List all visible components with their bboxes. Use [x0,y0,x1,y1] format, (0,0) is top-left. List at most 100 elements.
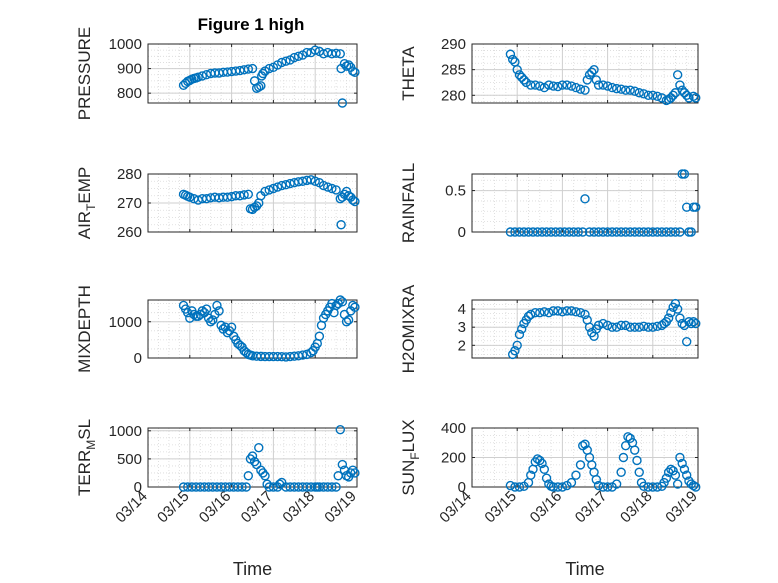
data-point [517,324,527,334]
data-point [584,322,595,332]
data-point [571,307,581,317]
x-tick-label: 03/15 [481,488,520,527]
data-point [566,306,577,316]
data-point [575,307,586,318]
data-point [634,467,644,477]
x-tick-label: 03/15 [154,488,193,527]
data-point [623,432,633,442]
data-point [661,473,672,483]
axes-box [471,43,699,104]
data-point [589,64,599,75]
data-point [523,227,534,237]
data-point [555,227,565,237]
data-point [668,90,678,101]
x-axis-label: Time [233,559,272,579]
y-tick-label: 260 [117,224,142,241]
y-tick-label: 280 [441,87,466,104]
data-point [682,470,692,480]
data-point [630,322,640,332]
data-point [659,477,669,488]
data-point [625,433,635,444]
data-point [677,318,687,329]
data-point [327,183,337,194]
data-point [258,468,268,478]
data-point [254,442,264,453]
data-point [189,309,199,320]
data-point [553,306,563,316]
x-axis-label: Time [565,559,604,579]
data-point [526,80,536,90]
data-point [514,482,525,492]
y-tick-label: 0.5 [445,183,466,200]
data-point [686,227,696,237]
data-point [530,307,540,318]
data-point [243,471,254,481]
data-point [652,482,663,492]
data-point [598,80,608,90]
data-point [201,304,212,314]
data-point [625,227,635,237]
data-point [306,175,316,185]
data-point [675,452,685,463]
data-point [323,182,333,192]
data-point [539,82,550,93]
data-point [505,480,516,491]
data-point [337,297,348,307]
data-point [620,85,631,95]
x-tick-label: 03/18 [279,488,318,527]
data-point [652,227,663,237]
data-point [535,455,545,466]
data-point [684,317,694,327]
data-point [611,479,622,489]
data-point [582,75,592,85]
data-point [530,80,540,90]
data-point [688,91,699,102]
data-point [348,66,358,76]
data-point [620,320,631,331]
data-point [569,227,579,237]
data-point [350,468,360,478]
data-point [573,227,583,237]
data-point [580,85,590,95]
data-point [575,460,586,470]
data-point [616,84,626,94]
x-tick-label: 03/16 [527,488,566,527]
data-point [310,176,320,186]
data-point [548,306,559,316]
data-point [185,192,195,202]
data-point [602,227,613,237]
data-point [337,98,348,108]
data-point [348,465,358,475]
data-point [343,315,354,325]
data-point [350,196,360,207]
data-point [512,64,522,75]
data-point [550,227,561,237]
data-point [625,85,635,95]
data-point [260,471,270,481]
data-point [535,81,545,91]
data-point [562,80,572,90]
data-point [618,452,629,463]
y-tick-label: 0 [134,350,142,367]
data-point [335,295,345,305]
data-point [672,70,683,80]
data-point [630,227,640,237]
data-point [557,307,568,317]
data-point [507,54,518,65]
data-point [564,227,574,237]
data-point [648,322,658,332]
data-point [639,481,649,491]
data-point [243,189,254,200]
data-point [239,190,249,200]
data-point [519,75,529,85]
data-point [682,90,692,101]
x-tick-label: 03/17 [572,488,611,527]
subplot-1: 280 285 290 THETA [399,36,701,106]
y-tick-label: 270 [117,195,142,212]
y-axis-label: AIRTEMP [75,167,98,240]
data-point [331,48,341,59]
data-point [214,306,224,316]
data-point [247,451,258,461]
